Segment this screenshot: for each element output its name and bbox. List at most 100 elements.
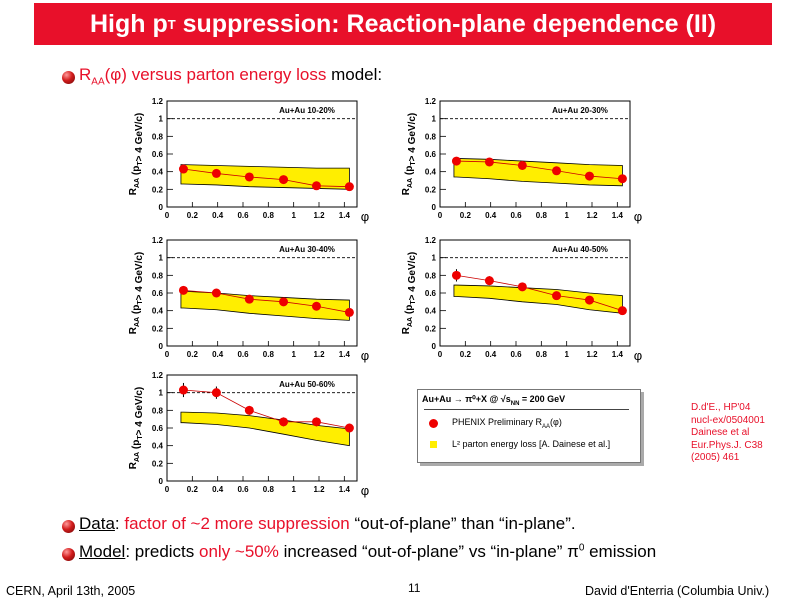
data-point: [484, 276, 494, 286]
legend-data-sub: AA: [542, 423, 551, 430]
y-tick-label: 0.2: [425, 185, 437, 194]
data-point: [244, 294, 254, 304]
y-tick-label: 1: [159, 115, 164, 124]
model-band: [180, 411, 350, 447]
reference-note: D.d'E., HP'04 nucl-ex/0504001 Dainese et…: [691, 402, 791, 465]
title-rest: suppression: Reaction-plane dependence (…: [175, 9, 717, 38]
x-tick-label: 0.6: [237, 485, 249, 494]
y-tick-label: 0: [432, 203, 437, 212]
legend-header-sub: NN: [510, 400, 520, 407]
data-point: [617, 174, 627, 184]
y-tick-label: 1: [159, 254, 164, 263]
title-main: High p: [89, 9, 168, 38]
x-tick-label: 0.4: [485, 211, 497, 220]
x-tick-label: 1.2: [313, 485, 325, 494]
model-colon: : predicts: [125, 542, 200, 561]
panel-label: Au+Au 30-40%: [279, 245, 335, 254]
data-rest: “out-of-plane” than “in-plane”.: [349, 514, 576, 533]
y-tick-label: 0.2: [425, 324, 437, 333]
y-label-sub: T: [410, 161, 417, 166]
chart-panel: 0 0.2 0.4 0.6 0.8 1 1.2 0 0.2 0.4 0.6 0.8 1 1.2 1.4 Au+…: [128, 236, 369, 363]
y-tick-label: 0: [432, 342, 437, 351]
data-point: [311, 181, 321, 191]
data-point: [344, 182, 354, 192]
x-tick-label: 0.8: [263, 485, 275, 494]
x-tick-label: 0.2: [187, 350, 199, 359]
legend-data-marker: [429, 419, 438, 428]
x-axis-label: φ: [361, 209, 369, 224]
x-tick-label: 1.4: [612, 211, 624, 220]
x-tick-label: 0.2: [187, 485, 199, 494]
y-axis-label: RAA (pT> 4 GeV/c): [128, 252, 145, 335]
data-point: [484, 157, 494, 167]
y-tick-label: 0.6: [152, 150, 164, 159]
y-axis-label: RAA (pT> 4 GeV/c): [401, 113, 418, 196]
legend-header: Au+Au → π⁰+X @ √sNN = 200 GeV: [422, 394, 565, 407]
y-axis-label: RAA (pT> 4 GeV/c): [128, 113, 145, 196]
y-label-part: R: [401, 187, 412, 195]
data-curve: [456, 274, 623, 312]
chart-panel: 0 0.2 0.4 0.6 0.8 1 1.2 0 0.2 0.4 0.6 0.8 1 1.2 1.4 Au+…: [401, 97, 642, 224]
x-tick-label: 0.4: [485, 350, 497, 359]
model-sup: 0: [578, 542, 585, 554]
y-tick-label: 1.2: [152, 236, 164, 245]
y-tick-label: 1.2: [425, 97, 437, 106]
y-tick-label: 1: [432, 115, 437, 124]
raa-sub: AA: [91, 76, 105, 88]
y-label-sub: AA: [134, 452, 141, 462]
y-label-part: > 4 GeV/c): [134, 252, 145, 301]
legend-data-end: (φ): [550, 417, 562, 427]
chart-panel: 0 0.2 0.4 0.6 0.8 1 1.2 0 0.2 0.4 0.6 0.8 1 1.2 1.4 Au+…: [128, 371, 369, 498]
x-tick-label: 1.2: [586, 211, 598, 220]
x-tick-label: 0: [165, 211, 170, 220]
raa-symbol: R: [79, 65, 92, 84]
x-tick-label: 0: [438, 211, 443, 220]
y-label-part: R: [128, 187, 139, 195]
y-tick-label: 0.4: [152, 307, 164, 316]
data-point: [178, 164, 188, 174]
data-point: [279, 297, 289, 307]
x-tick-label: 1: [564, 350, 569, 359]
x-axis-label: φ: [361, 348, 369, 363]
data-point: [517, 282, 527, 292]
y-tick-label: 0.4: [425, 168, 437, 177]
model-band: [180, 290, 350, 321]
x-tick-label: 0: [438, 350, 443, 359]
reference-line: (2005) 461: [691, 452, 740, 463]
model-highlight: only ~50%: [199, 542, 279, 561]
data-point: [311, 417, 321, 427]
legend-divider: [424, 409, 629, 410]
reference-line: nucl-ex/0504001: [691, 414, 765, 426]
y-tick-label: 0.8: [152, 406, 164, 415]
y-label-part: R: [401, 326, 412, 334]
data-point: [344, 307, 354, 317]
x-tick-label: 0.2: [460, 350, 472, 359]
y-tick-label: 0: [159, 203, 164, 212]
data-point: [279, 175, 289, 185]
legend-model-label: L² parton energy loss [A. Dainese et al.…: [452, 439, 611, 449]
bullet-model-line: Model: predicts only ~50% increased “out…: [79, 542, 656, 562]
y-tick-label: 0.6: [152, 424, 164, 433]
y-tick-label: 0.8: [425, 271, 437, 280]
y-tick-label: 0.8: [425, 132, 437, 141]
x-tick-label: 1.2: [313, 350, 325, 359]
x-tick-label: 0.4: [212, 211, 224, 220]
reference-line: Dainese et al: [691, 427, 750, 438]
y-tick-label: 1.2: [425, 236, 437, 245]
y-label-part: (p: [404, 305, 415, 317]
legend-data-label: PHENIX Preliminary RAA(φ): [452, 417, 562, 430]
y-label-sub: AA: [407, 178, 414, 188]
y-tick-label: 0.6: [152, 289, 164, 298]
title-sub: T: [167, 16, 176, 32]
x-tick-label: 0.4: [212, 485, 224, 494]
data-point: [244, 405, 254, 415]
panel-label: Au+Au 40-50%: [552, 245, 608, 254]
data-point: [451, 156, 461, 166]
x-tick-label: 1.4: [339, 211, 351, 220]
y-tick-label: 0.6: [425, 150, 437, 159]
model-word: model:: [326, 65, 383, 84]
y-tick-label: 0.6: [425, 289, 437, 298]
data-curve: [456, 160, 623, 180]
